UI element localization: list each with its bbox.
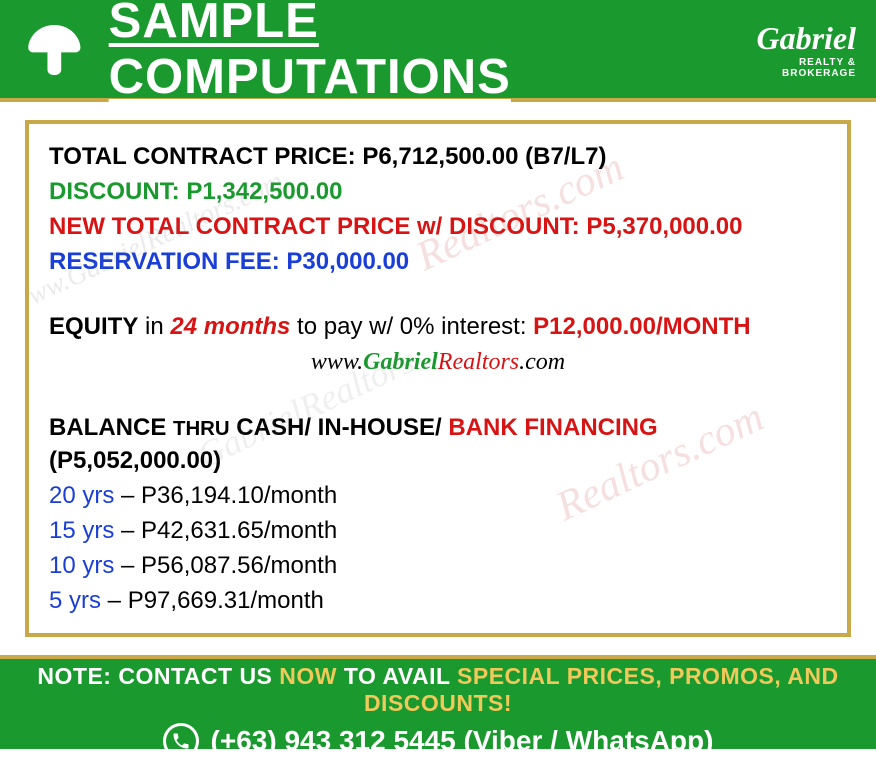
brand-logo: Gabriel REALTY & BROKERAGE (724, 20, 856, 79)
website-url: www.GabrielRealtors.com (49, 346, 827, 379)
mushroom-logo-icon (20, 14, 89, 84)
financing-term-row: 5 yrs – P97,669.31/month (49, 584, 827, 617)
reservation-label: RESERVATION FEE: (49, 248, 280, 275)
term-years: 15 yrs (49, 517, 114, 544)
new-tcp-line: NEW TOTAL CONTRACT PRICE w/ DISCOUNT: P5… (49, 210, 827, 243)
term-years: 10 yrs (49, 552, 114, 579)
header-bar: SAMPLE COMPUTATIONS Gabriel REALTY & BRO… (0, 0, 876, 98)
term-years: 20 yrs (49, 482, 114, 509)
term-dash: – (101, 587, 128, 614)
term-amount: P36,194.10/month (141, 482, 337, 509)
term-amount: P97,669.31/month (128, 587, 324, 614)
term-dash: – (114, 482, 141, 509)
footer-note: NOTE: CONTACT US NOW TO AVAIL SPECIAL PR… (0, 663, 876, 717)
balance-bank: BANK FINANCING (448, 414, 657, 441)
term-dash: – (114, 517, 141, 544)
balance-amount: (P5,052,000.00) (49, 447, 221, 474)
note-now: NOW (279, 663, 337, 689)
tcp-line: TOTAL CONTRACT PRICE: P6,712,500.00 (B7/… (49, 140, 827, 173)
brand-tagline: REALTY & BROKERAGE (724, 57, 856, 79)
url-prefix: www. (311, 349, 363, 375)
footer-contact: (+63) 943 312 5445 (Viber / WhatsApp) (0, 723, 876, 759)
discount-line: DISCOUNT: P1,342,500.00 (49, 175, 827, 208)
financing-term-row: 10 yrs – P56,087.56/month (49, 549, 827, 582)
computation-panel: www.GabrielRealtors.com Realtors.com Rea… (25, 120, 851, 637)
reservation-line: RESERVATION FEE: P30,000.00 (49, 245, 827, 278)
balance-label-b: CASH/ IN-HOUSE/ (230, 414, 449, 441)
financing-terms-list: 20 yrs – P36,194.10/month15 yrs – P42,63… (49, 479, 827, 617)
note-b: TO AVAIL (337, 663, 457, 689)
equity-label-b: in (138, 313, 170, 340)
content-wrapper: www.GabrielRealtors.com Realtors.com Rea… (0, 102, 876, 655)
url-mid1: Gabriel (363, 349, 438, 375)
page-title: SAMPLE COMPUTATIONS (109, 0, 724, 105)
note-a: NOTE: CONTACT US (37, 663, 279, 689)
footer-bar: NOTE: CONTACT US NOW TO AVAIL SPECIAL PR… (0, 655, 876, 749)
equity-months: 24 months (170, 313, 290, 340)
term-amount: P56,087.56/month (141, 552, 337, 579)
reservation-value: P30,000.00 (286, 248, 409, 275)
term-years: 5 yrs (49, 587, 101, 614)
url-suffix: .com (519, 349, 565, 375)
equity-amount: P12,000.00/MONTH (533, 313, 750, 340)
balance-line: BALANCE THRU CASH/ IN-HOUSE/ BANK FINANC… (49, 411, 827, 477)
balance-label-a: BALANCE (49, 414, 173, 441)
discount-value: P1,342,500.00 (186, 178, 342, 205)
financing-term-row: 20 yrs – P36,194.10/month (49, 479, 827, 512)
new-tcp-label: NEW TOTAL CONTRACT PRICE w/ DISCOUNT: (49, 213, 580, 240)
phone-number: (+63) 943 312 5445 (Viber / WhatsApp) (211, 725, 714, 757)
url-mid2: Realtors (438, 349, 519, 375)
equity-line: EQUITY in 24 months to pay w/ 0% interes… (49, 310, 827, 343)
term-dash: – (114, 552, 141, 579)
phone-icon (163, 723, 199, 759)
tcp-value: P6,712,500.00 (B7/L7) (362, 143, 606, 170)
tcp-label: TOTAL CONTRACT PRICE: (49, 143, 356, 170)
equity-label-a: EQUITY (49, 313, 138, 340)
balance-thru: THRU (173, 418, 230, 440)
financing-term-row: 15 yrs – P42,631.65/month (49, 514, 827, 547)
term-amount: P42,631.65/month (141, 517, 337, 544)
brand-name: Gabriel (724, 20, 856, 57)
new-tcp-value: P5,370,000.00 (586, 213, 742, 240)
equity-label-c: to pay w/ 0% interest: (290, 313, 533, 340)
discount-label: DISCOUNT: (49, 178, 180, 205)
